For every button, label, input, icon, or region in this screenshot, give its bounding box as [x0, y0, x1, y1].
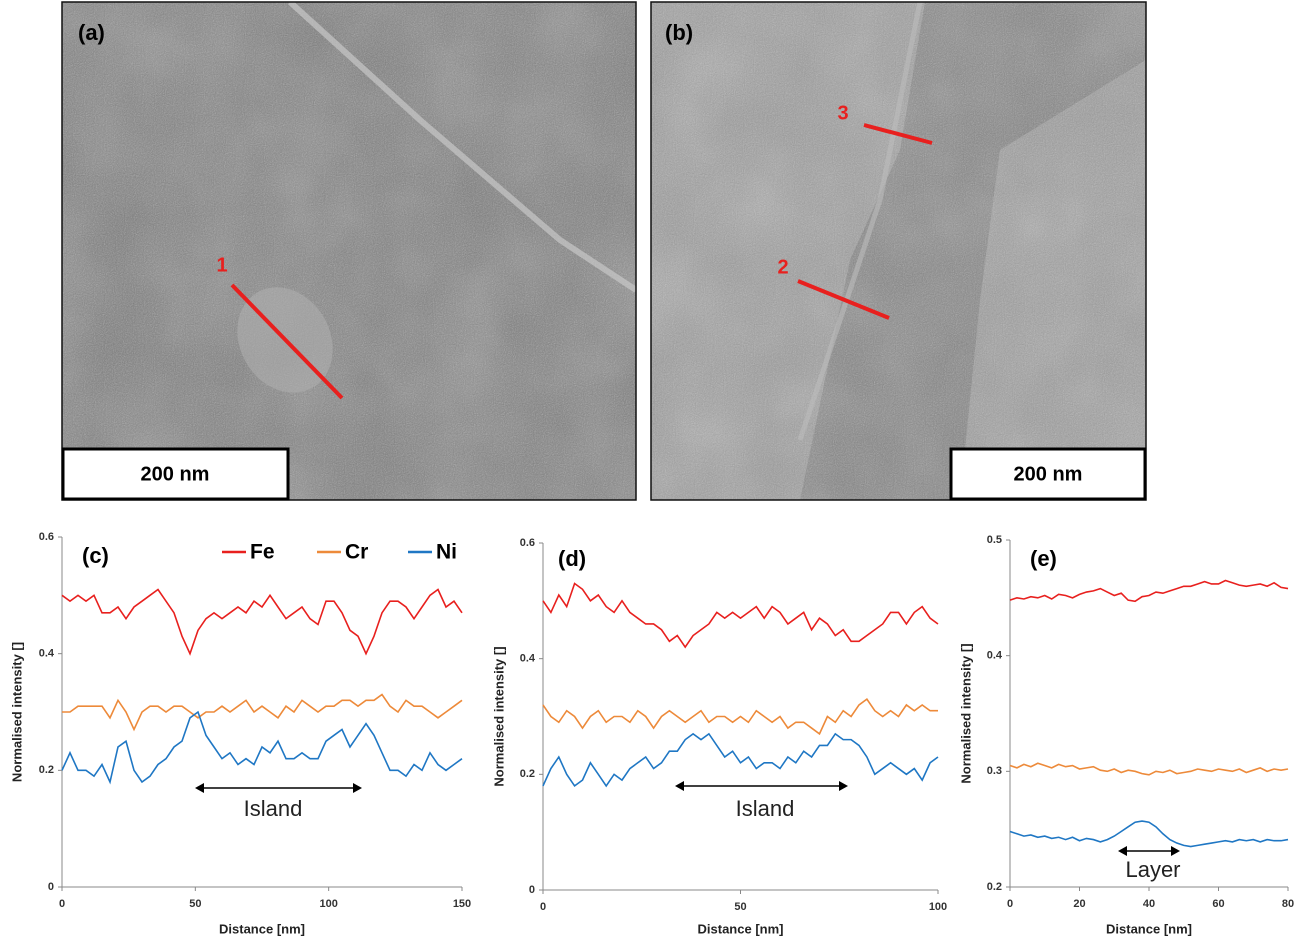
series-line: [61, 710, 463, 785]
y-axis-label: Normalised intensity []: [491, 646, 506, 786]
series-line: [542, 698, 938, 736]
x-tick-label: 60: [1212, 898, 1224, 910]
image-label: (a): [78, 20, 105, 45]
y-tick-label: 0: [529, 884, 535, 896]
y-tick-label: 0.6: [39, 531, 54, 543]
profile-line: [797, 279, 890, 320]
series-line: [1009, 820, 1289, 848]
profile-marker: 2: [777, 256, 788, 278]
micrograph-a: [62, 2, 636, 500]
profile-marker: 3: [837, 102, 848, 124]
panel-label: (c): [82, 543, 109, 568]
annotation: Layer: [1125, 857, 1180, 882]
profile-line: [863, 123, 933, 145]
x-tick-label: 50: [189, 898, 201, 910]
scale-bar: 200 nm: [141, 463, 210, 485]
profile-line: [230, 283, 344, 400]
arrow-head: [839, 781, 848, 791]
charts: 0 0.2 0.4 0.6 0 50 100 150 Distance [nm] Normalis…: [9, 531, 1294, 937]
panel-label: (e): [1030, 546, 1057, 571]
legend-label: Ni: [436, 541, 457, 564]
y-tick-label: 0.3: [987, 765, 1002, 777]
annotation: Island: [736, 796, 795, 821]
y-tick-label: 0.5: [987, 534, 1002, 546]
x-tick-label: 0: [59, 898, 65, 910]
x-tick-label: 50: [734, 901, 746, 913]
x-tick-label: 80: [1282, 898, 1294, 910]
series-line: [1009, 762, 1289, 776]
legend-label: Fe: [250, 541, 275, 564]
annotation: Island: [244, 796, 303, 821]
x-tick-label: 100: [319, 898, 337, 910]
x-axis-label: Distance [nm]: [1106, 921, 1192, 936]
y-tick-label: 0.4: [520, 653, 536, 665]
y-tick-label: 0.2: [39, 764, 54, 776]
x-axis-label: Distance [nm]: [698, 921, 784, 936]
profile-marker: 1: [216, 254, 227, 276]
y-tick-label: 0.4: [39, 648, 55, 660]
x-tick-label: 0: [1007, 898, 1013, 910]
series-line: [62, 693, 463, 732]
y-tick-label: 0: [48, 881, 54, 893]
arrow-head: [195, 783, 204, 793]
arrow-head: [1118, 846, 1127, 856]
arrow-head: [675, 781, 684, 791]
series-line: [1009, 579, 1289, 603]
x-tick-label: 20: [1073, 898, 1085, 910]
series-line: [61, 588, 463, 656]
arrow-head: [1171, 846, 1180, 856]
x-tick-label: 150: [453, 898, 471, 910]
y-tick-label: 0.2: [520, 768, 535, 780]
y-axis-label: Normalised intensity []: [958, 643, 973, 783]
y-axis-label: Normalised intensity []: [9, 642, 24, 782]
series-line: [542, 582, 939, 649]
legend-label: Cr: [345, 541, 368, 564]
y-tick-label: 0.6: [520, 537, 535, 549]
arrow-head: [353, 783, 362, 793]
image-label: (b): [665, 20, 693, 45]
scale-bar: 200 nm: [1014, 463, 1083, 485]
y-tick-label: 0.4: [987, 650, 1003, 662]
panel-label: (d): [558, 546, 586, 571]
x-tick-label: 40: [1143, 898, 1155, 910]
series-line: [542, 732, 939, 788]
x-axis-label: Distance [nm]: [219, 921, 305, 936]
y-tick-label: 0.2: [987, 881, 1002, 893]
x-tick-label: 0: [540, 901, 546, 913]
x-tick-label: 100: [929, 901, 947, 913]
micrograph-b: [651, 2, 1146, 500]
